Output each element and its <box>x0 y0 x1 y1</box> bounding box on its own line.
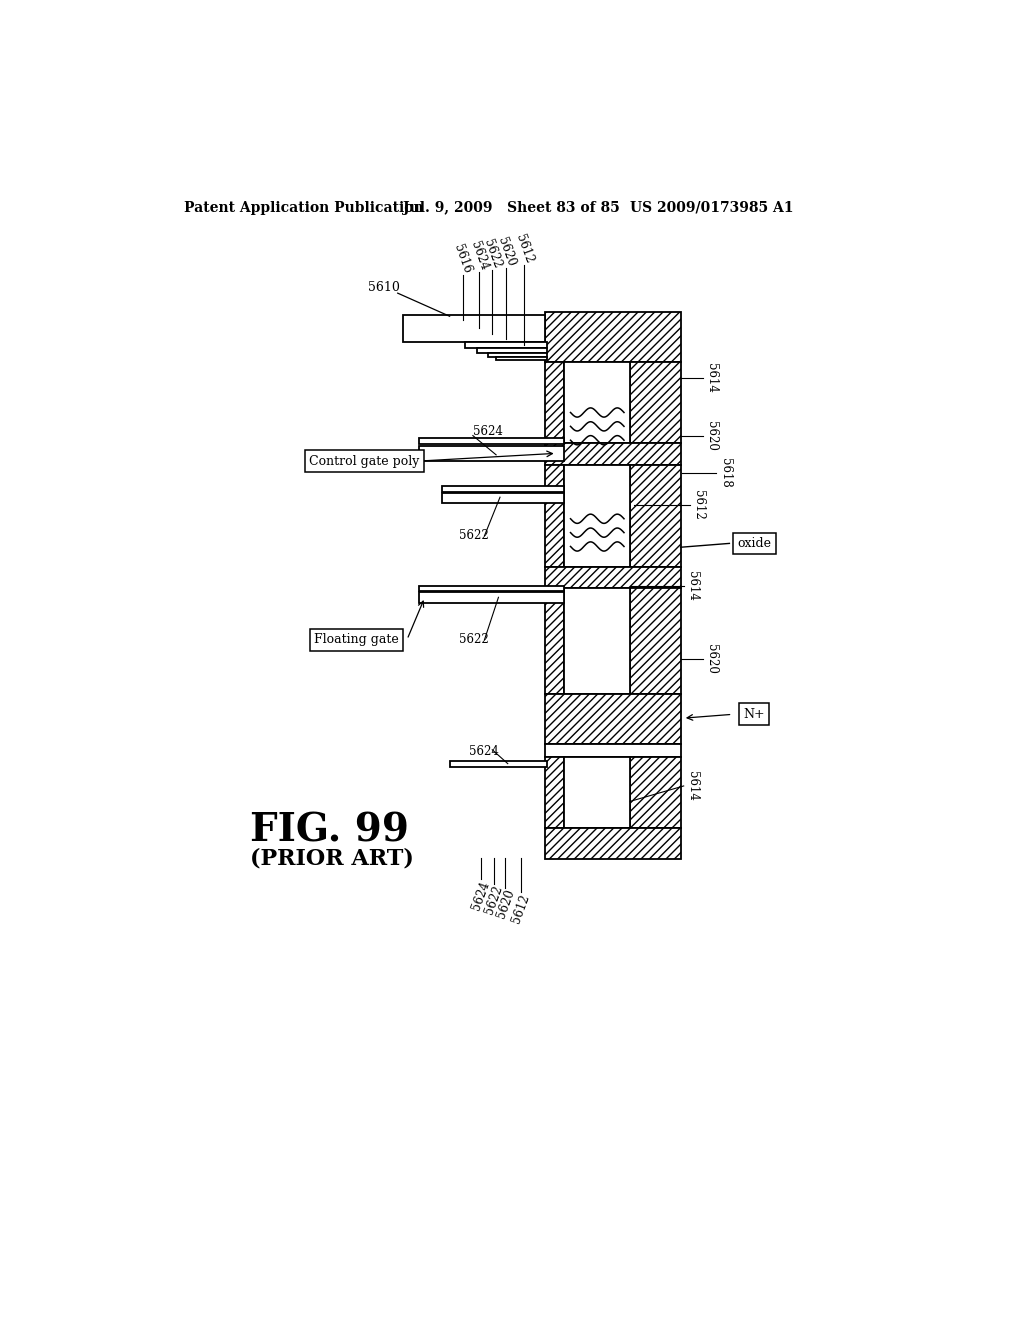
Text: 5624: 5624 <box>473 425 503 438</box>
Text: Control gate poly: Control gate poly <box>309 454 420 467</box>
Bar <box>465 342 547 348</box>
Text: Jul. 9, 2009   Sheet 83 of 85: Jul. 9, 2009 Sheet 83 of 85 <box>403 201 620 215</box>
Text: 5618: 5618 <box>719 458 731 487</box>
Bar <box>545 743 681 758</box>
Text: 5612: 5612 <box>510 892 532 924</box>
Bar <box>419 438 564 444</box>
Bar <box>442 487 564 492</box>
Bar <box>545 313 681 363</box>
Text: 5624: 5624 <box>469 744 499 758</box>
Bar <box>545 758 564 829</box>
Bar <box>419 446 564 461</box>
Bar <box>545 693 681 743</box>
Text: 5624: 5624 <box>468 240 490 272</box>
Bar <box>545 363 564 444</box>
Bar <box>545 829 681 859</box>
Text: oxide: oxide <box>737 537 771 550</box>
Bar <box>564 465 630 566</box>
Text: 5622: 5622 <box>459 529 488 543</box>
Text: 5620: 5620 <box>495 235 517 268</box>
Text: 5614: 5614 <box>686 570 699 601</box>
Bar <box>545 465 564 566</box>
Bar <box>442 492 564 503</box>
Bar <box>477 348 547 354</box>
Text: 5622: 5622 <box>482 884 505 916</box>
Text: Patent Application Publication: Patent Application Publication <box>183 201 424 215</box>
Text: 5614: 5614 <box>706 363 719 393</box>
Bar <box>564 589 630 693</box>
Bar <box>419 586 564 591</box>
Bar <box>488 354 547 358</box>
Bar <box>630 363 681 444</box>
Bar <box>496 358 547 360</box>
Text: 5614: 5614 <box>686 771 699 801</box>
Bar <box>630 758 681 829</box>
Text: 5620: 5620 <box>706 644 719 673</box>
Text: (PRIOR ART): (PRIOR ART) <box>251 847 415 870</box>
Text: 5624: 5624 <box>469 879 492 912</box>
Text: 5620: 5620 <box>495 887 517 920</box>
Bar <box>564 363 630 444</box>
Text: 5612: 5612 <box>513 232 536 264</box>
Text: Floating gate: Floating gate <box>314 634 399 647</box>
Text: 5622: 5622 <box>459 634 488 647</box>
Bar <box>564 758 630 829</box>
Text: 5616: 5616 <box>452 243 474 276</box>
Bar <box>450 762 547 767</box>
Bar <box>545 444 681 465</box>
Bar <box>403 314 545 342</box>
Text: 5620: 5620 <box>706 421 719 450</box>
Text: 5622: 5622 <box>481 238 504 271</box>
Text: 5610: 5610 <box>369 281 400 294</box>
Text: US 2009/0173985 A1: US 2009/0173985 A1 <box>630 201 794 215</box>
Bar <box>630 465 681 566</box>
Text: FIG. 99: FIG. 99 <box>251 812 410 849</box>
Bar <box>419 591 564 603</box>
Bar <box>545 589 564 693</box>
Bar <box>545 566 681 589</box>
Text: 5612: 5612 <box>692 490 706 520</box>
Text: N+: N+ <box>743 708 765 721</box>
Bar <box>630 589 681 693</box>
